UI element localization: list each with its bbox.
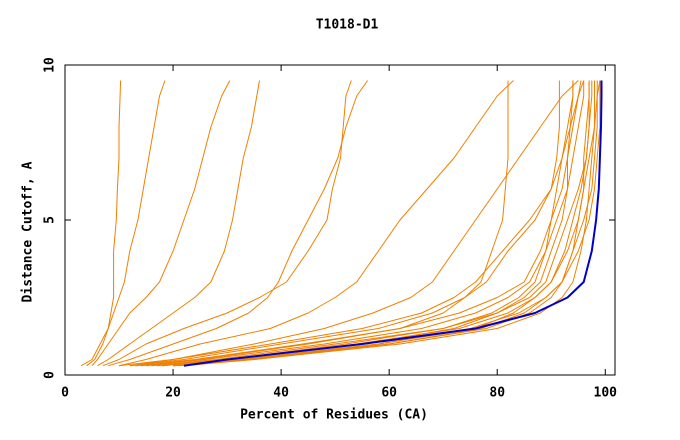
series-line [102,80,352,367]
series-line [162,80,585,367]
x-tick-label: 0 [61,386,69,401]
series-line [108,80,369,367]
plot-frame [64,64,616,376]
y-tick-label: 0 [43,371,58,379]
x-axis-label: Percent of Residues (CA) [240,408,428,423]
series-line [86,80,122,367]
series-line [140,80,585,367]
series-line [145,80,509,367]
x-tick-label: 60 [381,386,397,401]
y-tick-label: 5 [43,216,58,224]
y-axis-label: Distance Cutoff, A [21,161,36,302]
x-tick-label: 40 [273,386,289,401]
series-line [80,80,166,367]
series-line [173,80,601,367]
series-line [135,80,582,367]
x-tick-label: 20 [165,386,181,401]
series-line [118,80,574,367]
chart-title: T1018-D1 [316,18,379,33]
series-line [178,80,590,367]
series-line [118,80,514,367]
y-tick-label: 10 [43,57,58,73]
series-line [151,80,593,367]
x-tick-label: 100 [594,386,618,401]
series-line [129,80,579,367]
series-line [156,80,601,367]
series-line [129,80,560,367]
series-line [91,80,231,367]
x-tick-label: 80 [489,386,505,401]
series-line [97,80,260,367]
series-line [183,80,603,367]
